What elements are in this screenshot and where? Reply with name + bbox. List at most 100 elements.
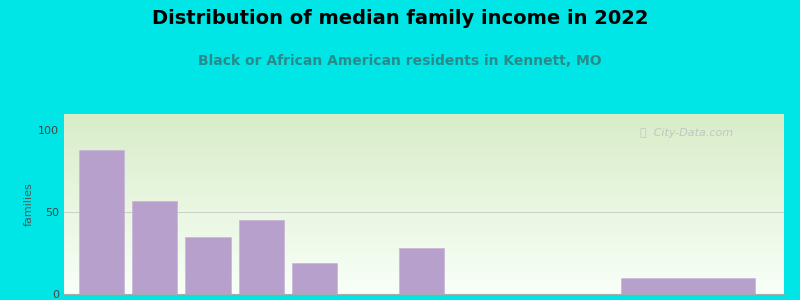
Bar <box>64 196 784 197</box>
Bar <box>64 127 784 128</box>
Bar <box>64 188 784 189</box>
Bar <box>64 234 784 235</box>
Bar <box>64 209 784 210</box>
Bar <box>64 218 784 219</box>
Bar <box>64 122 784 123</box>
Bar <box>64 293 784 294</box>
Bar <box>64 151 784 152</box>
Bar <box>64 203 784 204</box>
Bar <box>64 212 784 213</box>
Bar <box>64 256 784 257</box>
Bar <box>64 146 784 147</box>
Bar <box>64 180 784 181</box>
Y-axis label: families: families <box>24 182 34 226</box>
Bar <box>64 270 784 271</box>
Bar <box>64 268 784 269</box>
Bar <box>64 273 784 274</box>
Bar <box>64 204 784 205</box>
Bar <box>64 232 784 233</box>
Bar <box>64 275 784 276</box>
Bar <box>64 125 784 126</box>
Bar <box>64 133 784 134</box>
Bar <box>64 225 784 226</box>
Bar <box>64 229 784 230</box>
Bar <box>64 279 784 280</box>
Bar <box>64 263 784 264</box>
Bar <box>64 142 784 143</box>
Bar <box>64 236 784 237</box>
Bar <box>64 213 784 214</box>
Bar <box>64 118 784 119</box>
Bar <box>64 171 784 172</box>
Bar <box>64 161 784 162</box>
Text: Black or African American residents in Kennett, MO: Black or African American residents in K… <box>198 54 602 68</box>
Bar <box>64 129 784 130</box>
Bar <box>64 214 784 215</box>
Bar <box>64 149 784 150</box>
Bar <box>64 163 784 164</box>
Bar <box>64 126 784 127</box>
Bar <box>64 248 784 249</box>
Bar <box>64 176 784 177</box>
Bar <box>64 252 784 253</box>
Text: ⓘ  City-Data.com: ⓘ City-Data.com <box>640 128 733 138</box>
Bar <box>64 185 784 186</box>
Bar <box>64 182 784 183</box>
Bar <box>64 139 784 140</box>
Bar <box>64 265 784 266</box>
Bar <box>64 189 784 190</box>
Bar <box>64 130 784 131</box>
Bar <box>64 132 784 133</box>
Bar <box>292 263 338 294</box>
Bar <box>64 183 784 184</box>
Bar <box>64 115 784 116</box>
Bar <box>64 284 784 285</box>
Bar <box>64 150 784 151</box>
Bar <box>64 184 784 185</box>
Bar <box>64 271 784 272</box>
Bar <box>64 158 784 159</box>
Text: Distribution of median family income in 2022: Distribution of median family income in … <box>152 9 648 28</box>
Bar <box>622 278 754 294</box>
Bar <box>64 159 784 160</box>
Bar <box>64 257 784 258</box>
Bar <box>64 278 784 279</box>
Bar <box>64 240 784 241</box>
Bar <box>64 222 784 223</box>
Bar <box>64 215 784 216</box>
Bar <box>64 128 784 129</box>
Bar <box>64 237 784 238</box>
Bar <box>78 150 124 294</box>
Bar <box>64 231 784 232</box>
Bar <box>64 141 784 142</box>
Bar <box>64 143 784 144</box>
Bar <box>64 164 784 165</box>
Bar <box>64 250 784 251</box>
Bar <box>64 219 784 220</box>
Bar <box>64 187 784 188</box>
Bar <box>64 135 784 136</box>
Bar <box>64 244 784 245</box>
Bar <box>64 177 784 178</box>
Bar <box>132 201 178 294</box>
Bar <box>64 144 784 145</box>
Bar <box>64 145 784 146</box>
Bar <box>64 253 784 254</box>
Bar <box>64 235 784 236</box>
Bar <box>64 121 784 122</box>
Bar <box>64 172 784 173</box>
Bar <box>64 216 784 217</box>
Bar <box>238 220 284 294</box>
Bar <box>64 137 784 138</box>
Bar <box>64 190 784 191</box>
Bar <box>64 138 784 139</box>
Bar <box>64 285 784 286</box>
Bar <box>64 168 784 169</box>
Bar <box>64 286 784 287</box>
Bar <box>64 153 784 154</box>
Bar <box>64 258 784 259</box>
Bar <box>64 228 784 229</box>
Bar <box>64 179 784 180</box>
Bar <box>64 205 784 206</box>
Bar <box>64 193 784 194</box>
